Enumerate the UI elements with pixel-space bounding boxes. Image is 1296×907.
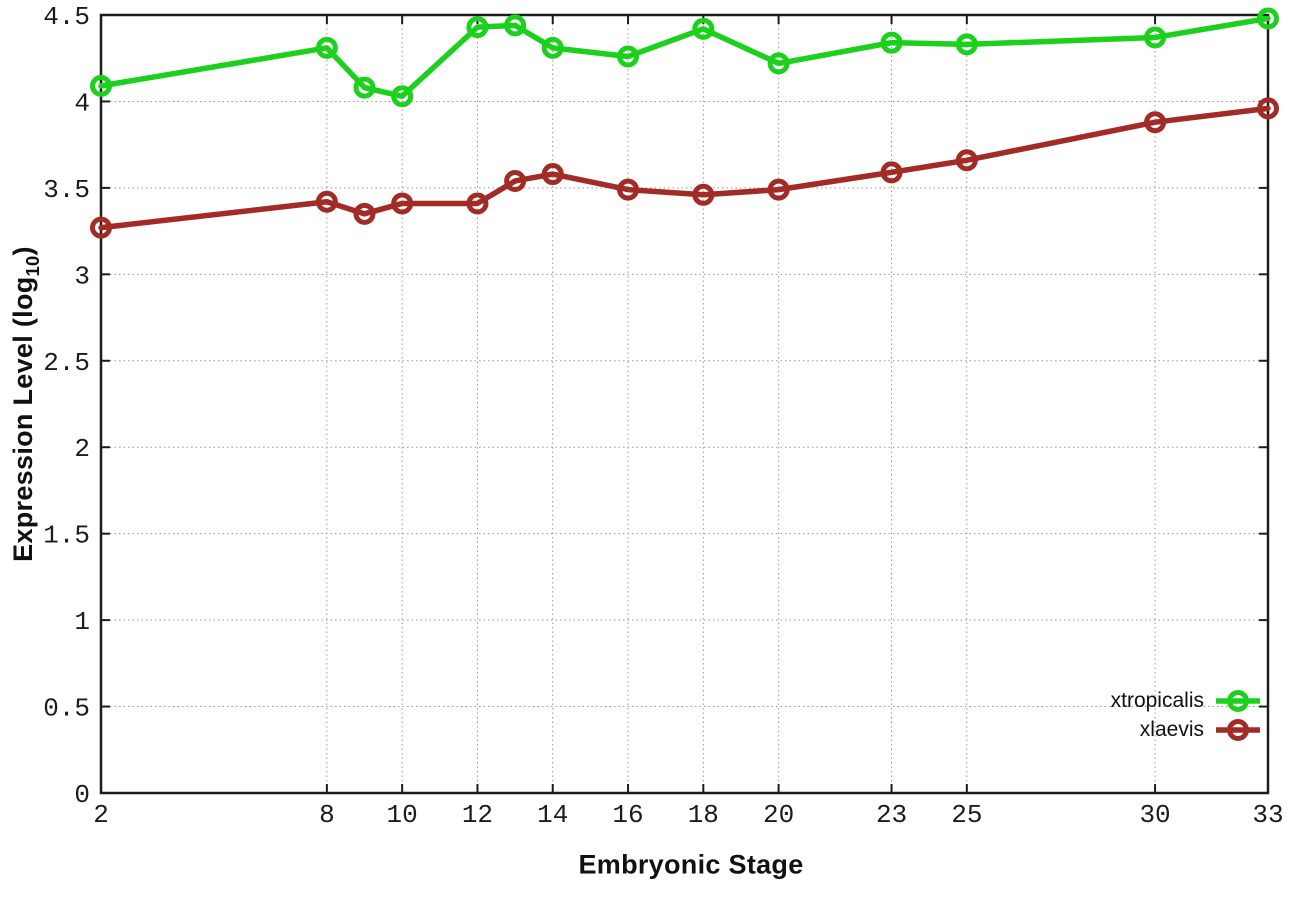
x-tick-label: 33 (1252, 800, 1283, 830)
data-point-xtropicalis (391, 85, 414, 108)
y-tick-label: 4.5 (43, 2, 90, 32)
series-line-xlaevis (98, 105, 1271, 231)
y-tick-label: 2.5 (43, 348, 90, 378)
x-tick-label: 20 (763, 800, 794, 830)
x-tick-label: 12 (462, 800, 493, 830)
data-point-xlaevis (692, 183, 715, 206)
data-point-xlaevis (466, 192, 489, 215)
x-tick-label: 10 (387, 800, 418, 830)
data-point-xlaevis (617, 178, 640, 201)
legend: xtropicalis xlaevis (1111, 686, 1262, 744)
data-point-xtropicalis (466, 16, 489, 39)
data-point-xlaevis (90, 216, 112, 239)
y-axis-title-text: Expression Level (log (8, 276, 38, 562)
data-point-xtropicalis (504, 14, 527, 37)
data-point-xlaevis (880, 161, 903, 184)
plot-border (99, 13, 1270, 795)
legend-label-xtropicalis: xtropicalis (1110, 688, 1204, 712)
x-axis-title: Embryonic Stage (578, 849, 804, 880)
legend-item-xtropicalis: xtropicalis (1111, 686, 1262, 715)
y-axis-title: Expression Level (log10) (8, 246, 44, 562)
data-point-xlaevis (391, 192, 414, 215)
y-axis-title-close: ) (8, 246, 38, 256)
x-tick-label: 8 (319, 800, 335, 830)
data-point-xlaevis (315, 190, 338, 213)
legend-item-xlaevis: xlaevis (1111, 715, 1262, 744)
data-point-xlaevis (541, 163, 564, 186)
y-tick-label: 2 (74, 434, 90, 464)
data-point-xtropicalis (955, 33, 978, 56)
data-point-xlaevis (767, 178, 790, 201)
data-point-xtropicalis (692, 17, 715, 40)
x-tick-label: 14 (537, 800, 568, 830)
data-point-xlaevis (504, 169, 527, 192)
y-tick-label: 0 (74, 780, 90, 810)
data-point-xlaevis (955, 149, 978, 172)
data-point-xtropicalis (90, 74, 112, 97)
x-tick-label: 30 (1139, 800, 1170, 830)
y-axis-title-subscript: 10 (22, 255, 43, 277)
x-tick-label: 23 (876, 800, 907, 830)
y-tick-label: 3.5 (43, 175, 90, 205)
data-point-xlaevis (353, 202, 376, 225)
data-point-xtropicalis (541, 36, 564, 59)
x-tick-label: 18 (688, 800, 719, 830)
data-point-xtropicalis (617, 45, 640, 68)
data-point-xtropicalis (1257, 7, 1279, 30)
y-tick-label: 4 (74, 88, 90, 118)
x-tick-label: 25 (951, 800, 982, 830)
data-point-xtropicalis (767, 52, 790, 75)
data-point-xlaevis (1257, 97, 1279, 120)
x-tick-label: 16 (612, 800, 643, 830)
y-tick-label: 1.5 (43, 521, 90, 551)
data-point-xtropicalis (1144, 26, 1167, 49)
data-point-xtropicalis (353, 76, 376, 99)
data-point-xtropicalis (315, 36, 338, 59)
y-tick-label: 1 (74, 607, 90, 637)
y-tick-label: 3 (74, 261, 90, 291)
data-point-xtropicalis (880, 31, 903, 54)
x-tick-label: 2 (93, 800, 109, 830)
legend-marker-xlaevis (1216, 718, 1260, 741)
legend-marker-xtropicalis (1216, 689, 1260, 712)
y-tick-label: 0.5 (43, 694, 90, 724)
legend-label-xlaevis: xlaevis (1139, 717, 1204, 741)
data-point-xlaevis (1144, 111, 1167, 134)
series-line-xtropicalis (98, 15, 1271, 100)
